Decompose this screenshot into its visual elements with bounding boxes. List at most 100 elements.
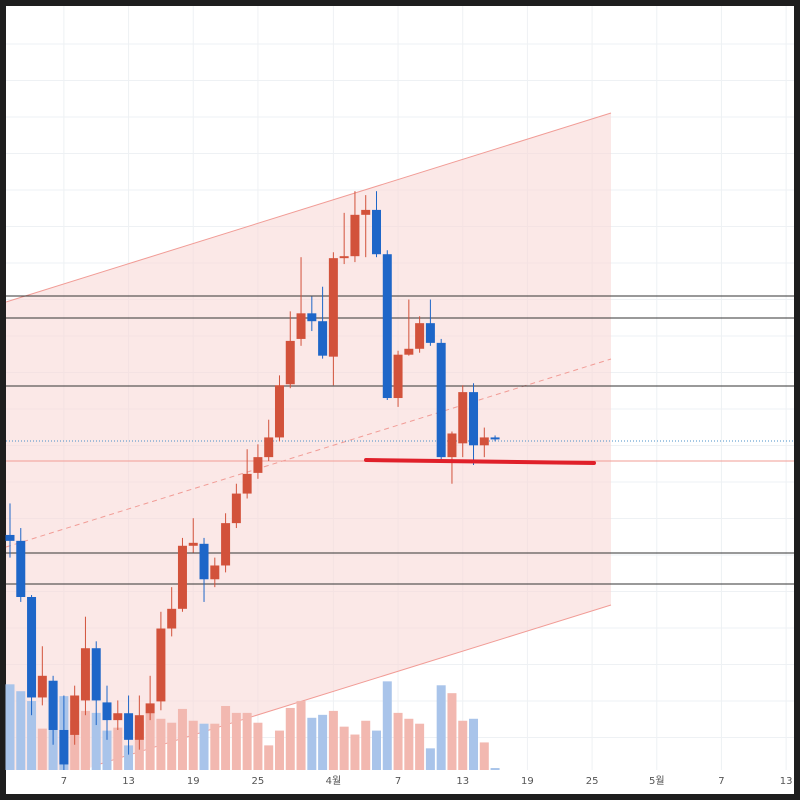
- volume-bar: [167, 722, 177, 770]
- volume-bar: [415, 723, 425, 770]
- volume-bar: [361, 720, 371, 770]
- volume-bar: [382, 681, 392, 770]
- candle-body: [372, 209, 382, 255]
- candle-body: [188, 542, 198, 546]
- volume-bar: [264, 745, 274, 770]
- x-tick-label: 5월: [649, 775, 665, 787]
- candle-body: [274, 385, 284, 438]
- candle-body: [296, 313, 306, 339]
- candle-body: [350, 214, 360, 257]
- volume-bar: [188, 720, 198, 770]
- volume-bar: [27, 701, 37, 770]
- volume-bar: [16, 691, 26, 770]
- x-axis: [6, 770, 794, 794]
- volume-bar: [253, 722, 263, 770]
- candle-body: [70, 695, 80, 735]
- x-tick-label: 7: [718, 776, 724, 787]
- support-line: [364, 458, 596, 465]
- x-tick-label: 7: [395, 776, 401, 787]
- candle-body: [37, 675, 47, 698]
- candle-body: [102, 702, 112, 721]
- candle-body: [404, 348, 414, 355]
- volume-bar: [307, 717, 317, 770]
- candle-body: [210, 565, 220, 580]
- candle-body: [124, 713, 134, 740]
- volume-bar: [145, 712, 155, 770]
- candles: [5, 191, 500, 775]
- volume-bar: [231, 712, 241, 770]
- candle-body: [253, 457, 263, 473]
- candle-body: [264, 437, 274, 458]
- candle-body: [479, 437, 489, 446]
- volume-bar: [296, 701, 306, 770]
- volume-bar: [177, 708, 187, 770]
- candle-body: [242, 473, 252, 494]
- volume-bar: [242, 712, 252, 770]
- candle-body: [48, 680, 58, 730]
- x-tick-label: 4월: [326, 775, 342, 787]
- candle-body: [221, 523, 231, 566]
- volume-bar: [5, 684, 15, 770]
- candle-body: [285, 340, 295, 385]
- volume-bar: [469, 718, 479, 770]
- candle-body: [490, 437, 500, 440]
- candle-body: [156, 628, 166, 702]
- volume-bar: [447, 693, 457, 770]
- volume-bar: [221, 705, 231, 770]
- candle-body: [458, 392, 468, 444]
- volume-bar: [328, 710, 338, 770]
- volume-bar: [274, 730, 284, 770]
- channel-top: [5, 112, 612, 303]
- candle-body: [145, 703, 155, 714]
- volume-bar: [156, 718, 166, 770]
- candle-body: [231, 493, 241, 524]
- candle-body: [318, 321, 328, 356]
- candle-body: [393, 354, 403, 399]
- volume-bar: [210, 723, 220, 770]
- candle-body: [113, 713, 123, 721]
- volume-bar: [113, 727, 123, 770]
- candle-body: [80, 648, 90, 701]
- x-axis-labels: 7 13 19 25 4월 7 13 19 25 5월 7 13: [61, 775, 793, 787]
- candle-body: [5, 534, 15, 541]
- volume-bar: [458, 720, 468, 770]
- volume-bar: [372, 730, 382, 770]
- volume-bar: [350, 734, 360, 770]
- candle-body: [307, 313, 317, 322]
- volume-bar: [285, 707, 295, 770]
- candle-body: [27, 597, 37, 698]
- candle-body: [361, 209, 371, 215]
- candle-body: [134, 715, 144, 740]
- volume-bar: [425, 748, 435, 770]
- x-tick-label: 19: [521, 776, 534, 787]
- volume-bar: [339, 726, 349, 770]
- candle-body: [16, 540, 26, 597]
- candle-body: [339, 256, 349, 259]
- candle-body: [447, 433, 457, 458]
- volume-bar: [436, 685, 446, 770]
- volume-bar: [91, 712, 101, 770]
- candle-body: [199, 543, 209, 580]
- volume-bar: [37, 728, 47, 770]
- x-tick-label: 7: [61, 776, 67, 787]
- volume-bar: [70, 720, 80, 770]
- volume-bar: [124, 745, 134, 770]
- volume-bar: [199, 723, 209, 770]
- volume-bar: [318, 714, 328, 770]
- x-tick-label: 13: [456, 776, 469, 787]
- candle-body: [382, 254, 392, 399]
- candle-body: [469, 392, 479, 446]
- candle-body: [436, 342, 446, 458]
- volume-bar: [490, 768, 500, 770]
- x-tick-label: 25: [586, 776, 599, 787]
- volume-bar: [102, 730, 112, 770]
- candle-body: [177, 545, 187, 609]
- x-tick-label: 25: [252, 776, 265, 787]
- candle-body: [328, 258, 338, 357]
- volume-bar: [479, 742, 489, 770]
- volume-bar: [404, 718, 414, 770]
- candle-body: [415, 323, 425, 349]
- candle-body: [91, 648, 101, 701]
- volume-bar: [80, 710, 90, 770]
